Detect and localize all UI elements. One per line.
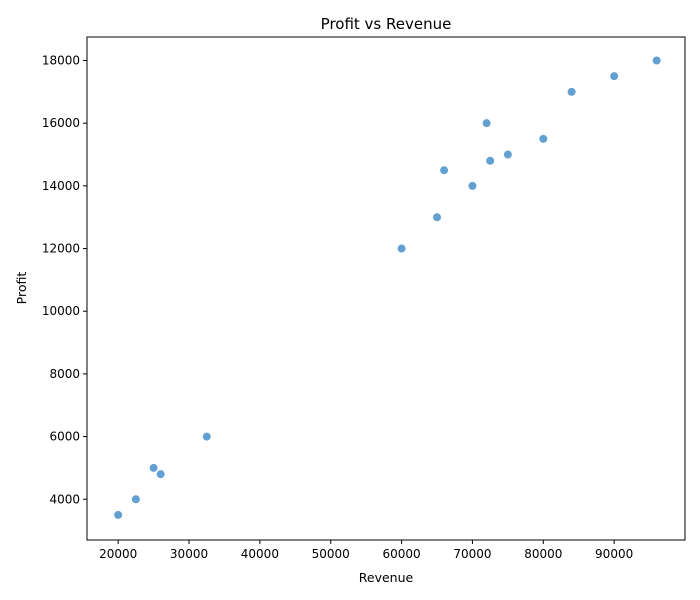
x-tick-label: 90000	[595, 547, 633, 561]
y-axis-ticks: 4000 6000 8000 10000 12000 14000 16000 18000	[42, 54, 87, 506]
data-point	[397, 244, 406, 253]
x-tick-label: 30000	[170, 547, 208, 561]
y-tick-label: 6000	[49, 430, 80, 444]
y-tick-label: 14000	[42, 179, 80, 193]
x-tick-label: 20000	[99, 547, 137, 561]
x-axis-label: Revenue	[359, 570, 414, 585]
data-point	[156, 470, 165, 479]
data-point	[539, 134, 548, 143]
data-point	[503, 150, 512, 159]
data-point	[433, 213, 442, 222]
data-point	[149, 463, 158, 472]
y-tick-label: 8000	[49, 367, 80, 381]
x-tick-label: 40000	[241, 547, 279, 561]
y-axis-label: Profit	[14, 272, 29, 305]
x-tick-label: 60000	[382, 547, 420, 561]
y-tick-label: 12000	[42, 242, 80, 256]
y-tick-label: 4000	[49, 492, 80, 506]
data-point	[202, 432, 211, 441]
x-tick-label: 70000	[453, 547, 491, 561]
x-axis-ticks: 20000 30000 40000 50000 60000 70000 80000 90000	[99, 540, 633, 561]
data-point	[486, 156, 495, 165]
x-tick-label: 50000	[312, 547, 350, 561]
chart-title: Profit vs Revenue	[321, 15, 452, 33]
data-point	[610, 72, 619, 81]
x-tick-label: 80000	[524, 547, 562, 561]
data-point	[131, 495, 140, 504]
data-point	[652, 56, 661, 65]
data-point	[468, 181, 477, 190]
data-points	[114, 56, 661, 519]
data-point	[567, 87, 576, 96]
y-tick-label: 16000	[42, 116, 80, 130]
data-point	[482, 119, 491, 128]
data-point	[440, 166, 449, 175]
plot-frame	[86, 36, 686, 541]
y-tick-label: 10000	[42, 304, 80, 318]
data-point	[114, 510, 123, 519]
y-tick-label: 18000	[42, 54, 80, 68]
